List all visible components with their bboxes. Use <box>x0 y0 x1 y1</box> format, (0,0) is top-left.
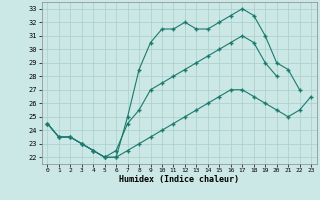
X-axis label: Humidex (Indice chaleur): Humidex (Indice chaleur) <box>119 175 239 184</box>
